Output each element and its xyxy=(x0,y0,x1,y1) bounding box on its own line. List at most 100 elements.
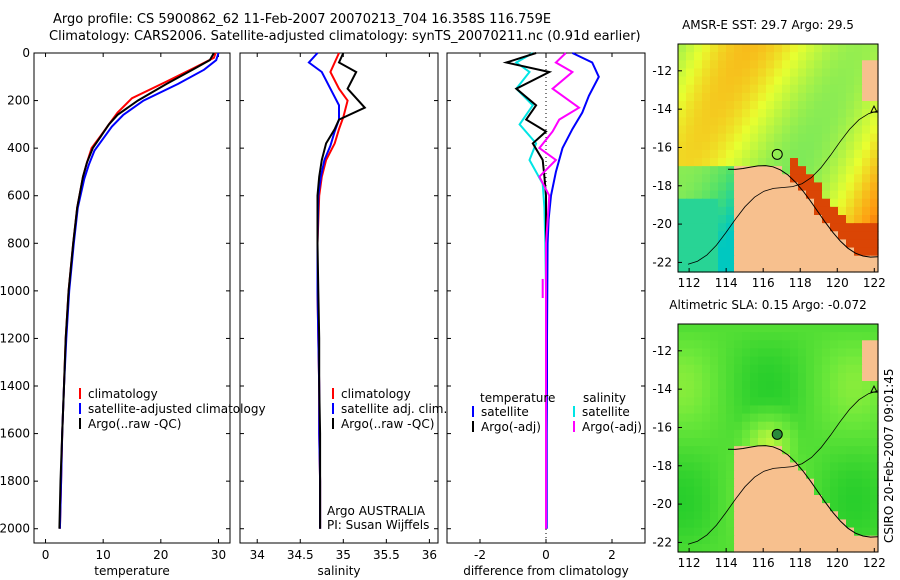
map-cell xyxy=(790,372,799,382)
map-cell xyxy=(830,389,839,398)
map-cell xyxy=(678,543,687,553)
map-cell xyxy=(686,503,695,512)
map-cell xyxy=(774,133,783,143)
map-cell xyxy=(806,372,815,382)
map-x-tick-label-sla: 122 xyxy=(863,556,886,570)
map-cell xyxy=(846,117,855,127)
map-cell xyxy=(854,174,863,184)
map-cell xyxy=(686,478,695,488)
map-cell xyxy=(734,364,743,374)
map-cell xyxy=(798,429,807,439)
map-cell xyxy=(806,206,815,216)
map-cell xyxy=(678,429,687,439)
map-cell xyxy=(822,543,831,553)
map-cell xyxy=(814,381,823,390)
map-cell xyxy=(678,511,687,521)
map-cell xyxy=(798,158,807,167)
map-cell xyxy=(822,247,831,257)
map-cell xyxy=(734,84,743,94)
map-cell xyxy=(750,470,759,480)
map-cell xyxy=(798,454,807,464)
map-cell xyxy=(702,158,711,167)
map-cell xyxy=(822,519,831,529)
map-cell xyxy=(742,174,751,184)
map-cell xyxy=(854,421,863,431)
map-cell xyxy=(726,166,735,175)
map-cell xyxy=(870,117,879,127)
map-cell xyxy=(726,527,735,537)
map-cell xyxy=(798,356,807,366)
map-cell xyxy=(806,446,815,455)
map-cell xyxy=(838,454,847,464)
map-cell xyxy=(822,478,831,488)
y-tick-label: 1400 xyxy=(0,379,30,393)
map-cell xyxy=(814,263,823,273)
map-cell xyxy=(710,117,719,127)
map-cell xyxy=(862,356,871,366)
map-cell xyxy=(750,223,759,232)
map-cell xyxy=(694,527,703,537)
map-cell xyxy=(862,109,871,118)
map-cell xyxy=(846,413,855,423)
map-cell xyxy=(766,389,775,398)
map-cell xyxy=(742,332,751,341)
map-cell xyxy=(742,511,751,521)
series-line-salinity-satellite xyxy=(514,52,547,529)
map-cell xyxy=(774,519,783,529)
map-cell xyxy=(734,263,743,273)
map-cell xyxy=(782,223,791,232)
map-cell xyxy=(862,364,871,374)
map-cell xyxy=(862,231,871,241)
map-cell xyxy=(718,535,727,545)
x-tick-label-difference: -2 xyxy=(474,548,486,562)
map-cell xyxy=(726,470,735,480)
map-cell xyxy=(830,166,839,175)
map-cell xyxy=(766,231,775,241)
map-cell xyxy=(790,527,799,537)
map-cell xyxy=(830,535,839,545)
map-cell xyxy=(766,405,775,415)
map-cell xyxy=(702,149,711,159)
map-cell xyxy=(694,332,703,341)
map-cell xyxy=(870,389,879,398)
map-cell xyxy=(822,84,831,94)
map-cell xyxy=(766,381,775,390)
map-cell xyxy=(702,190,711,200)
map-cell xyxy=(862,543,871,553)
map-cell xyxy=(806,348,815,358)
map-cell xyxy=(846,101,855,110)
map-cell xyxy=(750,52,759,61)
map-cell xyxy=(830,60,839,70)
map-cell xyxy=(686,239,695,249)
map-cell xyxy=(694,198,703,208)
map-cell xyxy=(758,68,767,78)
map-cell xyxy=(678,109,687,118)
map-cell xyxy=(702,44,711,53)
map-cell xyxy=(830,397,839,407)
map-cell xyxy=(870,141,879,151)
map-cell xyxy=(718,44,727,53)
map-cell xyxy=(694,429,703,439)
credit-text: CSIRO 20-Feb-2007 09:01:45 xyxy=(882,368,896,543)
map-title-sla: Altimetric SLA: 0.15 Argo: -0.072 xyxy=(669,298,866,312)
map-cell xyxy=(710,478,719,488)
map-cell xyxy=(806,543,815,553)
map-cell xyxy=(846,76,855,86)
map-cell xyxy=(870,44,879,53)
map-cell xyxy=(862,182,871,192)
map-cell xyxy=(814,190,823,200)
map-cell xyxy=(766,324,775,333)
map-cell xyxy=(854,446,863,455)
map-cell xyxy=(718,389,727,398)
map-cell xyxy=(766,182,775,192)
map-cell xyxy=(726,454,735,464)
map-cell xyxy=(870,421,879,431)
map-cell xyxy=(798,44,807,53)
map-cell xyxy=(710,438,719,447)
map-cell xyxy=(686,364,695,374)
map-cell xyxy=(798,133,807,143)
map-cell xyxy=(710,348,719,358)
map-cell xyxy=(726,190,735,200)
map-cell xyxy=(734,133,743,143)
map-cell xyxy=(854,52,863,61)
